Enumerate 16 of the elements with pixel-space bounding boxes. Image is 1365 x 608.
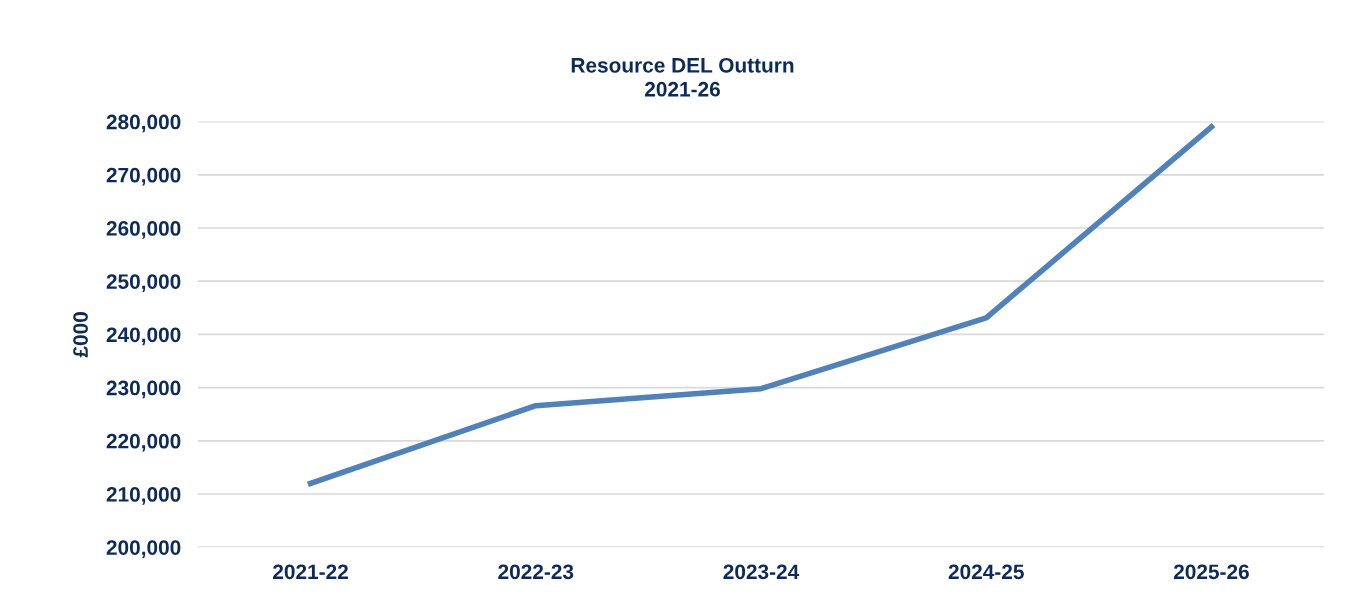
y-tick-label: 280,000 <box>106 114 181 133</box>
x-tick-label: 2021-22 <box>273 564 348 580</box>
x-tick-label: 2025-26 <box>1173 564 1249 580</box>
y-tick-label: 200,000 <box>106 540 181 558</box>
y-tick-label: 260,000 <box>106 221 181 239</box>
y-tick-label: 210,000 <box>106 487 181 505</box>
y-axis-title: £000 <box>73 312 88 358</box>
y-tick-label: 270,000 <box>106 167 181 186</box>
chart-title: Resource DEL Outturn 2021-26 <box>571 57 794 97</box>
y-tick-label: 250,000 <box>106 274 181 292</box>
y-tick-label: 220,000 <box>106 433 181 452</box>
y-tick-label: 240,000 <box>106 327 181 346</box>
x-tick-label: 2024-25 <box>948 564 1024 580</box>
x-tick-label: 2023-24 <box>723 564 800 580</box>
y-tick-label: 230,000 <box>106 380 181 399</box>
x-tick-label: 2022-23 <box>498 564 574 580</box>
